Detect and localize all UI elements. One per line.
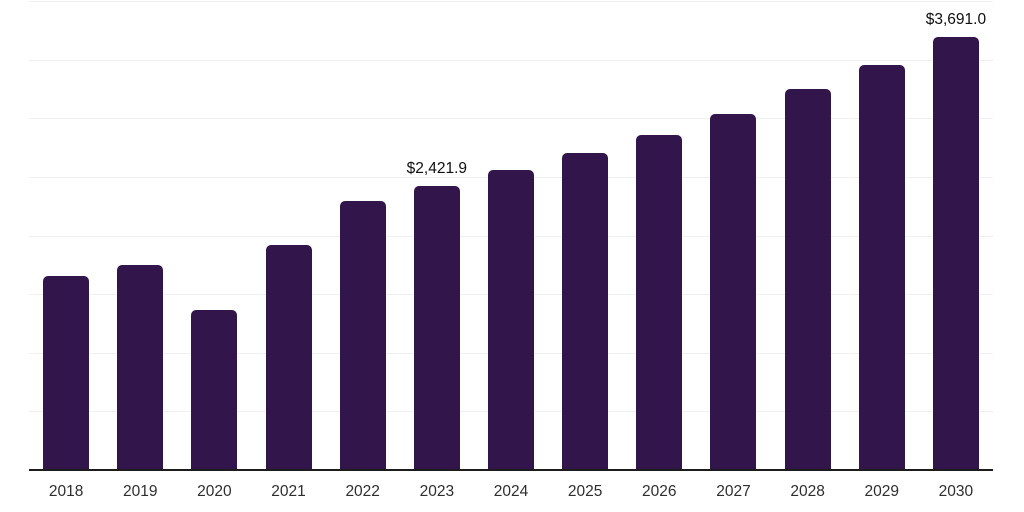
x-tick-2028: 2028	[790, 483, 825, 500]
bar-2024	[488, 170, 534, 470]
x-tick-2021: 2021	[271, 483, 306, 500]
bar-2023	[413, 186, 460, 470]
data-label-2030: $3,691.0	[925, 11, 987, 29]
bar-2019	[117, 265, 164, 470]
bar-2021	[265, 245, 312, 470]
x-axis-line	[29, 469, 993, 471]
x-tick-2019: 2019	[122, 483, 158, 500]
x-tick-2030: 2030	[938, 483, 974, 500]
data-label-2023: $2,421.9	[406, 160, 468, 178]
x-tick-2024: 2024	[493, 483, 529, 500]
x-tick-2027: 2027	[716, 483, 751, 500]
gridline-3500	[29, 59, 993, 61]
x-tick-2025: 2025	[567, 483, 603, 500]
gridline-4000	[29, 1, 993, 2]
x-tick-2023: 2023	[419, 483, 455, 500]
x-tick-2018: 2018	[48, 483, 84, 500]
bar-2029	[858, 65, 905, 470]
bar-2020	[191, 310, 238, 470]
bar-2026	[636, 135, 683, 470]
gridline-3000	[29, 118, 993, 120]
x-tick-2022: 2022	[345, 483, 380, 500]
bar-2030	[932, 37, 979, 470]
bar-2018	[43, 276, 90, 470]
x-tick-2020: 2020	[197, 483, 232, 500]
bar-2025	[562, 153, 609, 470]
bar-2028	[784, 89, 831, 470]
bar-2027	[710, 114, 757, 470]
x-tick-2026: 2026	[642, 483, 677, 500]
bar-2022	[339, 201, 386, 470]
x-tick-2029: 2029	[864, 483, 899, 500]
